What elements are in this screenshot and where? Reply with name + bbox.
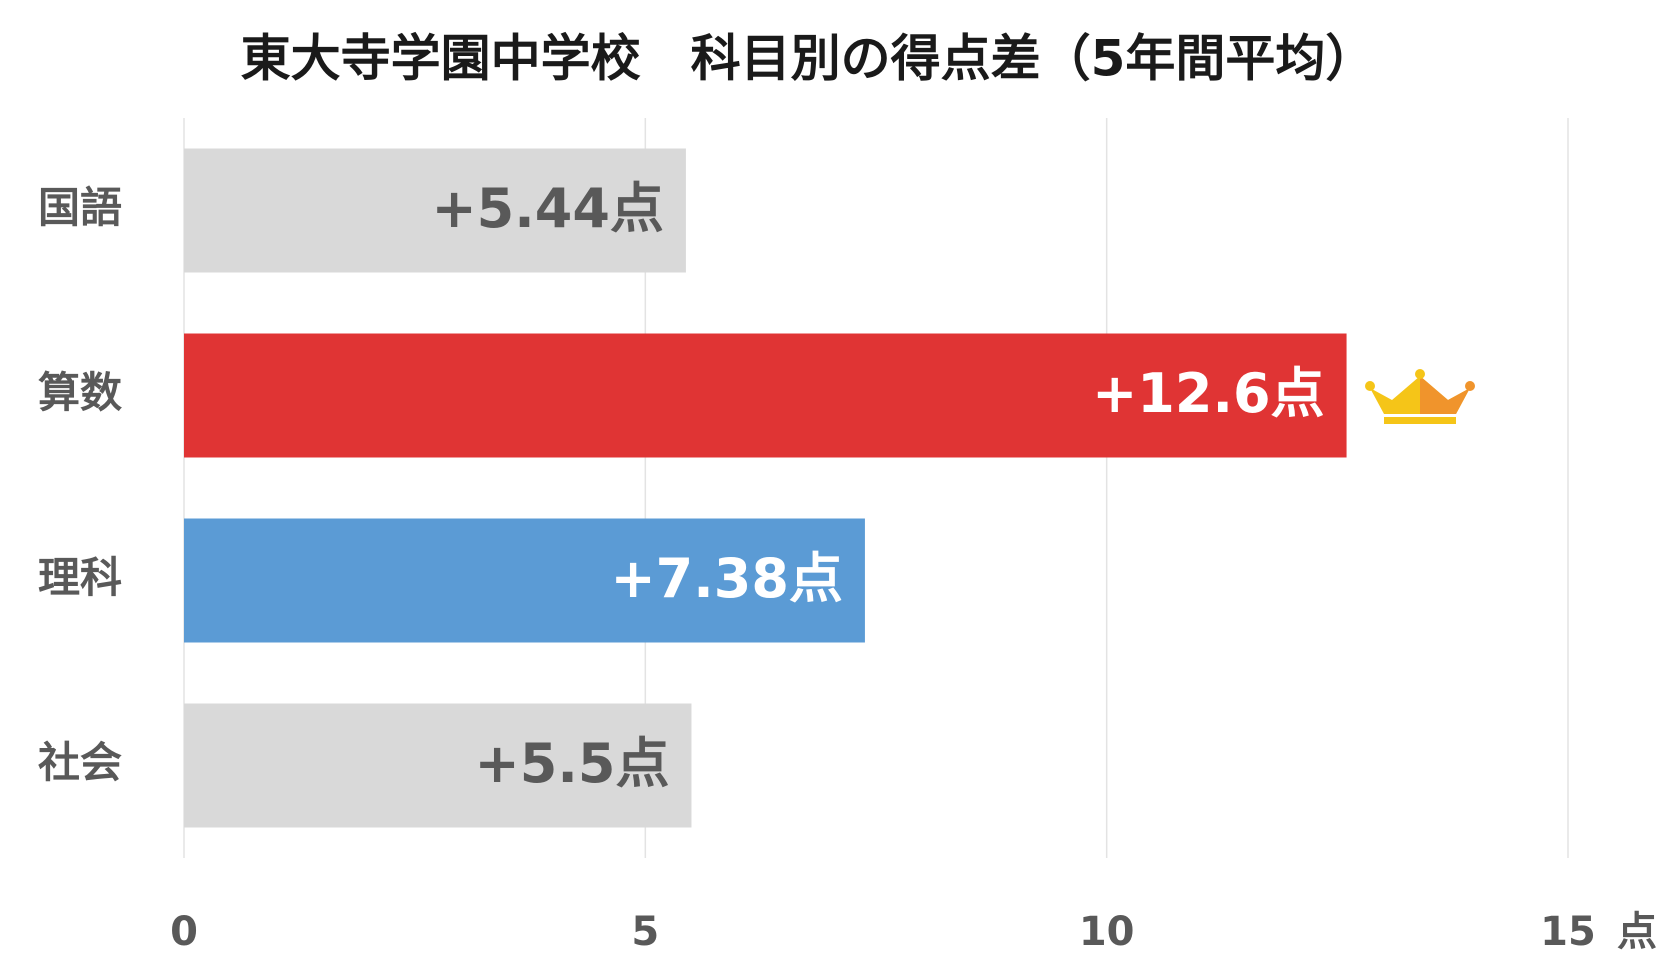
y-tick-label: 算数 (38, 368, 122, 417)
bar (184, 333, 1347, 458)
x-unit: 点 (1617, 909, 1657, 955)
crown-icon (1365, 369, 1475, 424)
y-tick-label: 理科 (38, 553, 122, 602)
value-label: +12.6点 (1092, 362, 1324, 425)
bar (184, 703, 692, 828)
x-tick-label: 10 (1079, 909, 1135, 955)
bar (184, 518, 865, 643)
x-tick-label: 0 (170, 909, 198, 955)
y-tick-label: 国語 (38, 183, 122, 232)
x-tick-label: 5 (631, 909, 659, 955)
bar (184, 148, 686, 273)
x-tick-label: 15 (1540, 909, 1596, 955)
chart-title: 東大寺学園中学校 科目別の得点差（5年間平均） (241, 30, 1376, 88)
y-tick-label: 社会 (38, 738, 122, 787)
value-label: +7.38点 (610, 547, 842, 610)
value-label: +5.5点 (475, 732, 670, 795)
value-label: +5.44点 (431, 177, 663, 240)
